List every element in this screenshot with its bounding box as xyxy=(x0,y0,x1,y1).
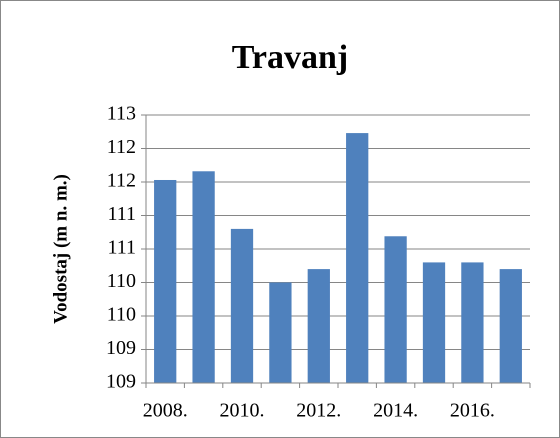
bar xyxy=(346,133,369,383)
y-tick-label: 110 xyxy=(107,304,136,326)
x-tick-label: 2012. xyxy=(296,400,341,422)
bar xyxy=(384,236,407,383)
bar xyxy=(154,179,177,383)
bar xyxy=(269,282,292,383)
bar xyxy=(422,262,446,383)
x-tick-label: 2016. xyxy=(450,400,495,422)
y-tick-label: 111 xyxy=(107,237,136,259)
bar xyxy=(307,269,330,383)
y-tick-label: 111 xyxy=(107,203,136,225)
x-tick-label: 2014. xyxy=(373,400,418,422)
y-tick-label: 109 xyxy=(106,371,136,393)
x-tick-label: 2008. xyxy=(143,400,188,422)
y-tick-label: 112 xyxy=(107,136,136,158)
y-tick-label: 109 xyxy=(106,337,136,359)
y-axis-title: Vodostaj (m n. m.) xyxy=(50,174,71,324)
y-tick-label: 112 xyxy=(107,170,136,192)
x-tick-label: 2010. xyxy=(220,400,265,422)
y-tick-label: 113 xyxy=(107,103,136,125)
bar xyxy=(461,262,484,383)
y-tick-label: 110 xyxy=(107,270,136,292)
bar xyxy=(192,171,215,383)
bar xyxy=(499,269,522,383)
bar xyxy=(230,228,254,383)
chart-title: Travanj xyxy=(232,39,348,76)
